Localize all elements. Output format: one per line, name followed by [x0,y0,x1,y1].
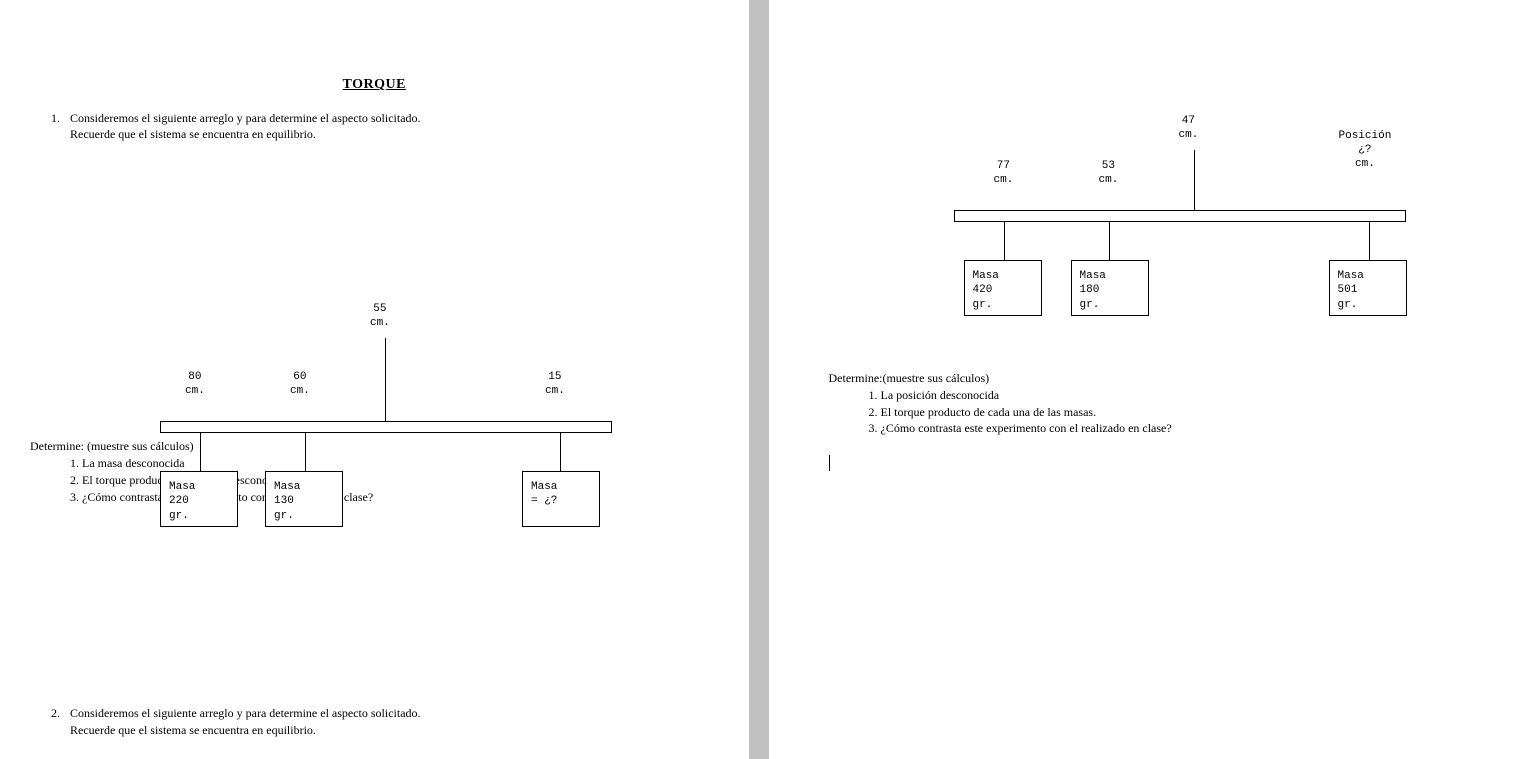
fig2-hanger-b [1109,221,1110,261]
det1-item1: 1. La masa desconocida [70,455,719,472]
fig1-hanger-c [560,432,561,472]
document-spread: TORQUE 1. Consideremos el siguiente arre… [0,0,1517,759]
determine-2: Determine:(muestre sus cálculos) 1. La p… [829,370,1488,437]
fig2-mass-c: Masa 501 gr. [1329,260,1407,316]
text-cursor [829,455,830,471]
fig2-pos-c: Posición ¿? cm. [1339,130,1392,171]
fig1-pos-c: 15 cm. [545,371,565,399]
fig1-mass-c: Masa = ¿? [522,471,600,527]
figure-2: 47 cm. 77 cm. 53 cm. Posición ¿? cm. Mas… [799,30,1488,330]
fig1-pos-a: 80 cm. [185,371,205,399]
fig2-pos-a: 77 cm. [994,160,1014,188]
fig1-pivot-label: 55 cm. [370,303,390,331]
q2-line1: Consideremos el siguiente arreglo y para… [70,706,421,720]
det2-header: Determine:(muestre sus cálculos) [829,370,1488,387]
q1-text: Consideremos el siguiente arreglo y para… [70,110,719,144]
fig2-pos-b: 53 cm. [1099,160,1119,188]
fig1-hanger-a [200,432,201,472]
figure-1: 55 cm. 80 cm. 60 cm. 15 cm. Masa 220 gr.… [30,153,719,403]
fig2-mass-a: Masa 420 gr. [964,260,1042,316]
question-1: 1. Consideremos el siguiente arreglo y p… [30,110,719,144]
det2-item2: 2. El torque producto de cada una de las… [869,404,1488,421]
page-1: TORQUE 1. Consideremos el siguiente arre… [0,0,749,759]
page-2: 47 cm. 77 cm. 53 cm. Posición ¿? cm. Mas… [769,0,1517,759]
q2-line2: Recuerde que el sistema se encuentra en … [70,723,316,737]
fig1-beam [160,421,612,433]
det2-item3: 3. ¿Cómo contrasta este experimento con … [869,420,1488,437]
det1-header: Determine: (muestre sus cálculos) [30,438,719,455]
q1-number: 1. [30,110,70,144]
q2-text: Consideremos el siguiente arreglo y para… [70,705,719,739]
q2-number: 2. [30,705,70,739]
determine-1: Determine: (muestre sus cálculos) 1. La … [30,438,719,505]
q1-line1: Consideremos el siguiente arreglo y para… [70,111,421,125]
fig2-beam [954,210,1406,222]
fig2-mass-b: Masa 180 gr. [1071,260,1149,316]
fig2-pivot-label: 47 cm. [1179,115,1199,143]
fig2-pivot-line [1194,150,1195,210]
fig2-hanger-a [1004,221,1005,261]
fig2-hanger-c [1369,221,1370,261]
fig1-mass-b: Masa 130 gr. [265,471,343,527]
fig1-mass-a: Masa 220 gr. [160,471,238,527]
q1-line2: Recuerde que el sistema se encuentra en … [70,127,316,141]
fig1-hanger-b [305,432,306,472]
question-2: 2. Consideremos el siguiente arreglo y p… [30,705,719,739]
fig1-pivot-line [385,338,386,421]
doc-title: TORQUE [30,75,719,95]
det2-item1: 1. La posición desconocida [869,387,1488,404]
fig1-pos-b: 60 cm. [290,371,310,399]
